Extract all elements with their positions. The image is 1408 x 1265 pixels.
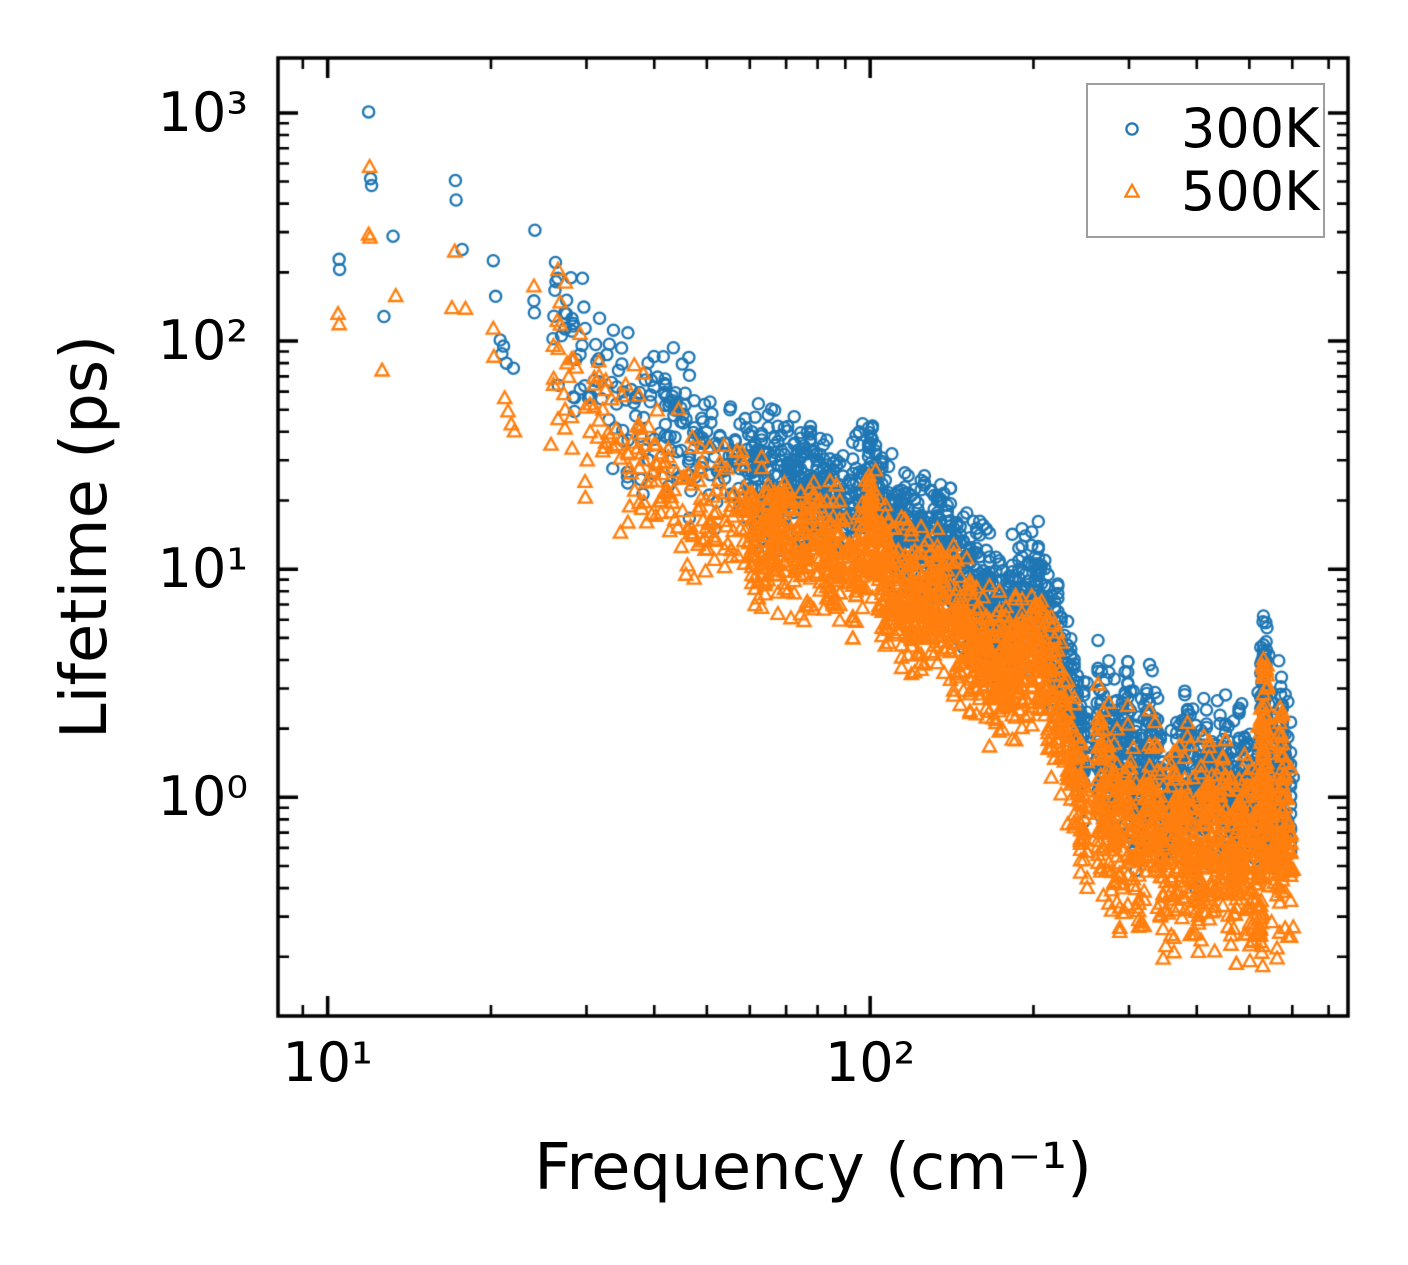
y-tick-label-0: 10³ (157, 80, 248, 144)
y-tick-label-1: 10² (157, 309, 248, 373)
legend-label-300k: 300K (1181, 97, 1320, 160)
x-axis-label: Frequency (cm⁻¹) (534, 1131, 1092, 1205)
legend-triangle-marker-icon (1123, 182, 1141, 198)
legend-circle-marker-icon (1125, 122, 1139, 136)
legend-item-500k: 500K (1088, 161, 1323, 224)
y-axis-label: Lifetime (ps) (48, 334, 122, 740)
legend-item-300k: 300K (1088, 98, 1323, 161)
legend-label-500k: 500K (1181, 160, 1320, 223)
y-tick-label-2: 10¹ (157, 537, 248, 601)
legend: 300K 500K (1086, 83, 1325, 238)
y-tick-label-3: 10⁰ (157, 765, 248, 829)
x-tick-label-0: 10¹ (282, 1031, 373, 1094)
x-tick-label-1: 10² (824, 1031, 916, 1094)
